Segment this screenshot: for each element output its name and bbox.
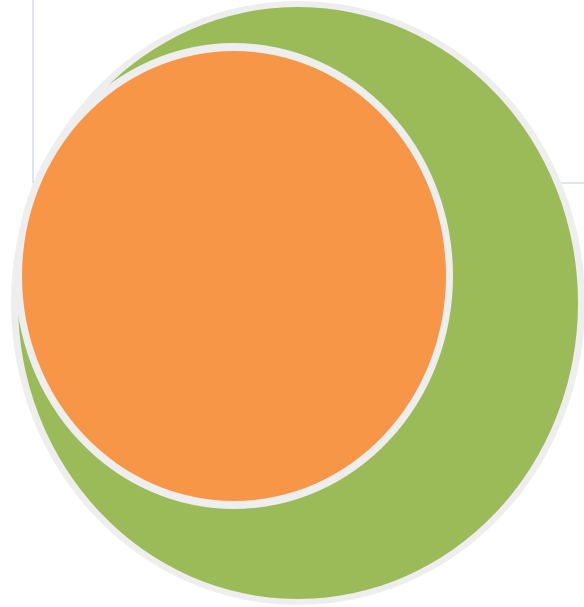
inner-circle: [22, 51, 446, 501]
